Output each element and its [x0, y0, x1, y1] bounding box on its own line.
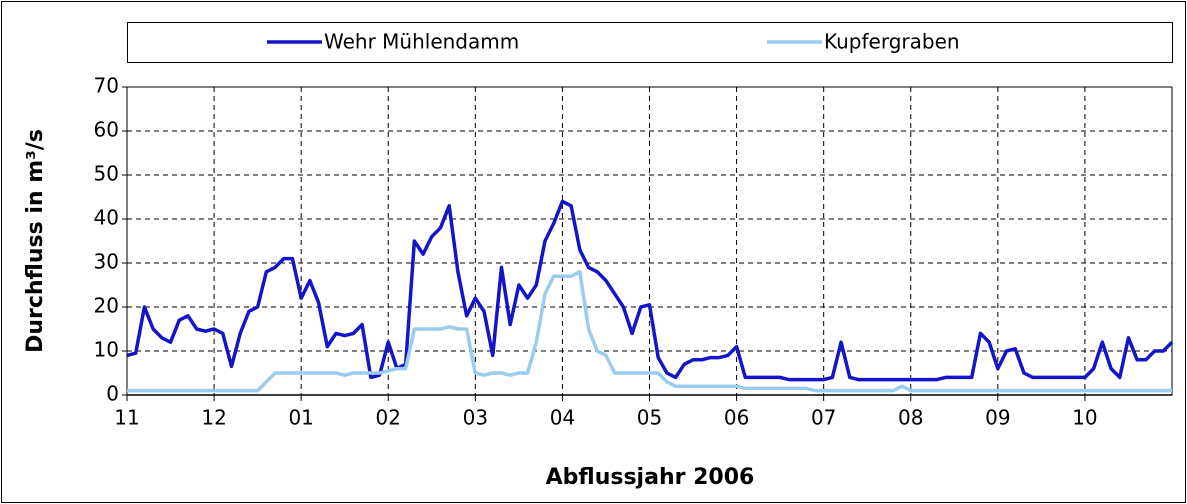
- y-tick-label: 70: [94, 74, 119, 98]
- x-tick-label: 06: [724, 406, 749, 430]
- y-axis-title: Durchfluss in m³/s: [23, 129, 48, 353]
- x-tick-label: 03: [463, 406, 488, 430]
- x-tick-label: 01: [288, 406, 313, 430]
- x-tick-label: 12: [201, 406, 226, 430]
- x-tick-label: 05: [637, 406, 662, 430]
- y-tick-label: 0: [106, 382, 119, 406]
- x-tick-label: 02: [376, 406, 401, 430]
- y-tick-label: 30: [94, 250, 119, 274]
- x-tick-label: 04: [550, 406, 575, 430]
- y-tick-label: 50: [94, 162, 119, 186]
- x-tick-label: 08: [898, 406, 923, 430]
- line-series: [127, 270, 1172, 393]
- line-series: [126, 199, 1174, 382]
- y-tick-label: 20: [94, 294, 119, 318]
- legend-label: Wehr Mühlendamm: [324, 30, 519, 54]
- x-tick-label: 11: [114, 406, 139, 430]
- y-tick-label: 60: [94, 118, 119, 142]
- x-tick-label: 09: [985, 406, 1010, 430]
- y-tick-label: 10: [94, 338, 119, 362]
- x-tick-label: 07: [811, 406, 836, 430]
- x-axis-title: Abflussjahr 2006: [546, 465, 755, 490]
- y-tick-label: 40: [94, 206, 119, 230]
- x-tick-label: 10: [1072, 406, 1097, 430]
- legend-label: Kupfergraben: [824, 30, 960, 54]
